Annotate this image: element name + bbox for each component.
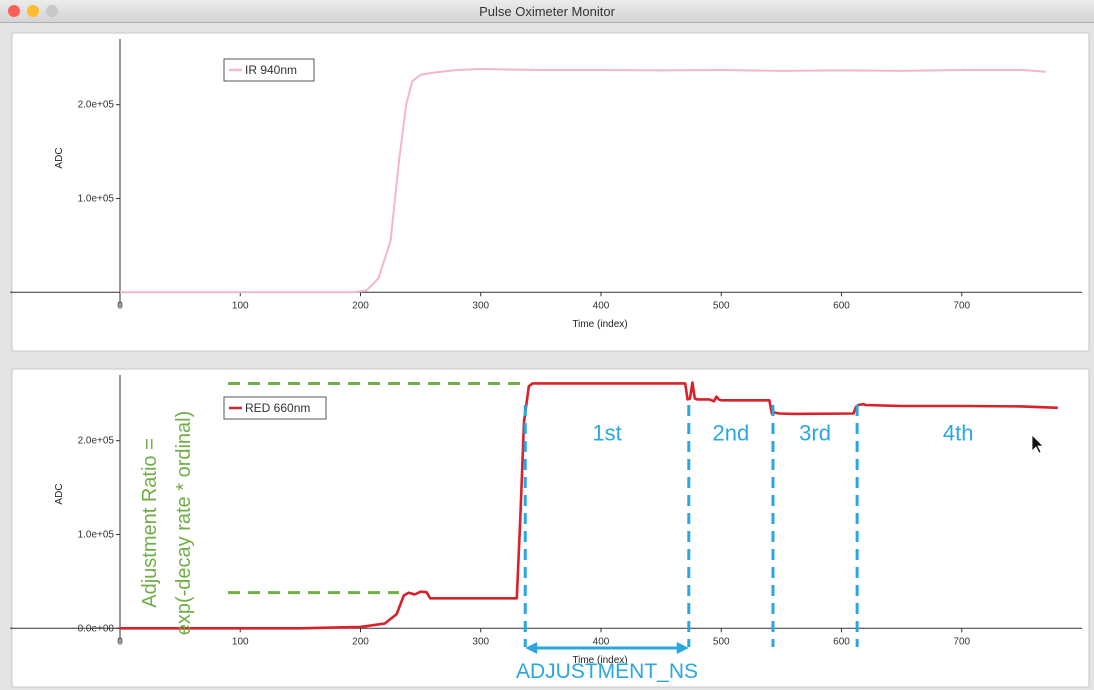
segment-label-1st: 1st	[592, 421, 621, 446]
x-tick-label: 0	[117, 300, 123, 311]
chart-panel-1: 0 100 200 300 400 500 600 700 1.0e+05 2.0e+05 Time…	[10, 32, 1090, 352]
legend-label: IR 940nm	[245, 63, 297, 77]
legend: RED 660nm	[223, 396, 327, 420]
adjustment-label: ADJUSTMENT_NS	[516, 660, 698, 683]
ratio-formula-line1: Adjustment Ratio =	[139, 438, 161, 608]
mouse-cursor-icon	[1031, 434, 1044, 454]
x-tick-label: 0	[117, 636, 123, 647]
window-content: 0 100 200 300 400 500 600 700 1.0e+05 2.0e+05 Time…	[0, 23, 1094, 690]
x-axis-label: Time (index)	[572, 655, 627, 666]
x-tick-label: 200	[352, 636, 369, 647]
chart-background	[11, 368, 1090, 688]
y-tick-label: 1.0e+05	[78, 529, 115, 540]
x-tick-label: 100	[232, 636, 249, 647]
x-axis-label: Time (index)	[572, 319, 627, 330]
segment-label-3rd: 3rd	[799, 421, 831, 446]
segment-label-4th: 4th	[943, 421, 974, 446]
window-titlebar: Pulse Oximeter Monitor	[0, 0, 1094, 23]
chart-background	[11, 32, 1090, 352]
charts-canvas: 0 100 200 300 400 500 600 700 1.0e+05 2.0e+05 Time…	[10, 32, 1090, 688]
x-tick-label: 200	[352, 300, 369, 311]
x-tick-label: 500	[713, 636, 730, 647]
y-axis-label: ADC	[54, 483, 65, 504]
x-tick-label: 400	[593, 300, 610, 311]
x-tick-label: 300	[472, 636, 489, 647]
x-tick-label: 600	[833, 636, 850, 647]
y-tick-label: 2.0e+05	[78, 436, 115, 447]
segment-label-2nd: 2nd	[713, 421, 750, 446]
y-tick-label: 2.0e+05	[78, 100, 115, 111]
x-tick-label: 700	[953, 300, 970, 311]
x-tick-label: 400	[593, 636, 610, 647]
adjustment-arrow-head-left	[525, 642, 538, 654]
legend-box	[223, 396, 327, 420]
chart-panel-2: 0 100 200 300 400 500 600 700 0.0e+00 1.0e+05 2.0e…	[10, 368, 1090, 688]
y-tick-label: 1.0e+05	[78, 193, 115, 204]
legend-label: RED 660nm	[245, 401, 310, 415]
legend: IR 940nm	[223, 58, 315, 82]
y-tick-label: 0.0e+00	[78, 623, 115, 634]
close-button[interactable]	[8, 5, 20, 17]
x-tick-label: 100	[232, 300, 249, 311]
adjustment-arrow-head-right	[676, 642, 689, 654]
x-tick-label: 500	[713, 300, 730, 311]
ratio-formula-line2: exp(-decay rate * ordinal)	[173, 411, 195, 636]
minimize-button[interactable]	[27, 5, 39, 17]
x-tick-label: 700	[953, 636, 970, 647]
window-title: Pulse Oximeter Monitor	[479, 4, 615, 19]
x-tick-label: 600	[833, 300, 850, 311]
legend-box	[223, 58, 315, 82]
annotation-layer: 1st 2nd 3rd 4th ADJUSTMENT_NS Adjustment Rati…	[139, 381, 1044, 683]
x-tick-label: 300	[472, 300, 489, 311]
y-axis-label: ADC	[54, 147, 65, 168]
series-line-ir-940nm	[120, 68, 1046, 294]
zoom-button[interactable]	[46, 5, 58, 17]
